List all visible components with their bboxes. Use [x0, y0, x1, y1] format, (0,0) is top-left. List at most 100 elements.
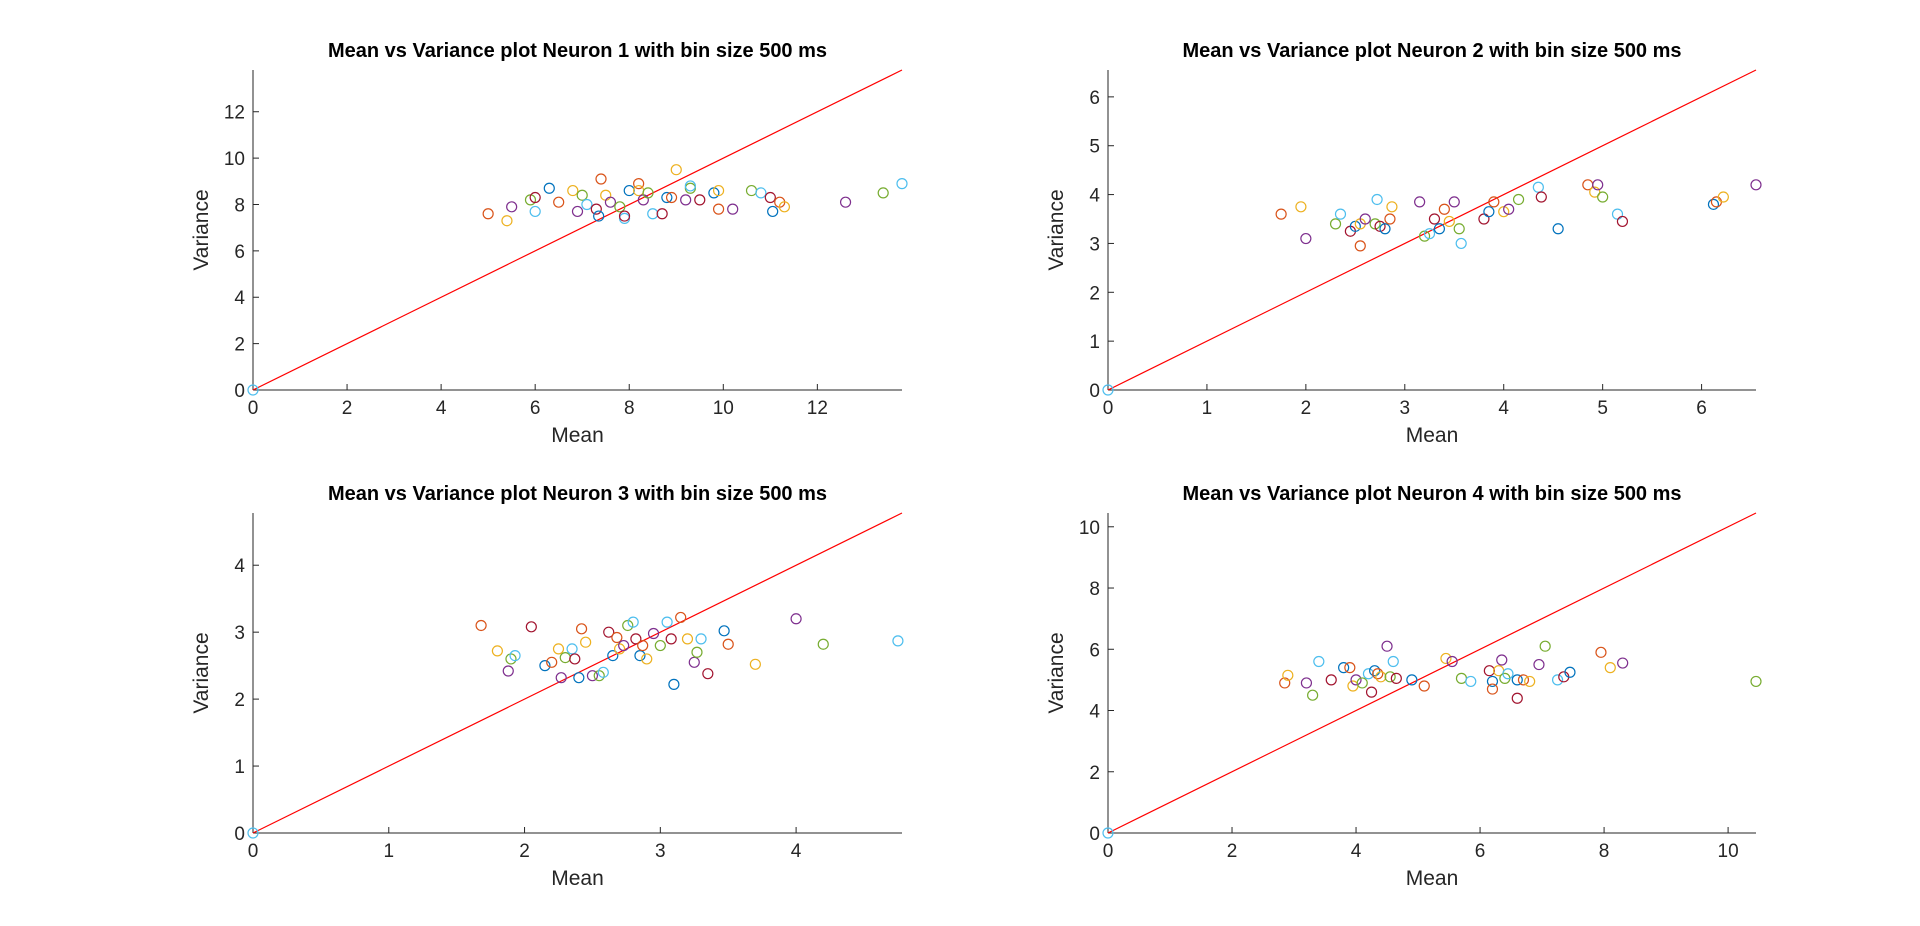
data-point	[1503, 203, 1515, 215]
data-point	[1387, 655, 1399, 668]
x-axis-label: Mean	[1406, 867, 1459, 890]
reference-line	[1107, 512, 1757, 834]
x-tick-label: 0	[248, 398, 259, 419]
chart-title: Mean vs Variance plot Neuron 4 with bin …	[1182, 483, 1681, 505]
data-point	[546, 656, 558, 668]
data-point	[1390, 672, 1402, 684]
y-tick-label: 4	[234, 288, 245, 309]
data-point	[618, 639, 630, 652]
data-point	[573, 672, 585, 684]
data-point	[1354, 240, 1366, 252]
data-point	[1379, 223, 1391, 235]
data-point	[543, 182, 555, 194]
data-point	[607, 649, 619, 662]
data-point	[571, 205, 584, 218]
data-point	[767, 205, 779, 218]
data-point	[1440, 652, 1452, 665]
data-point	[661, 616, 673, 628]
data-point	[681, 633, 694, 645]
data-point	[1512, 193, 1525, 206]
data-point	[1707, 198, 1720, 210]
data-point	[668, 678, 680, 690]
x-axis-label: Mean	[551, 867, 604, 890]
x-tick-label: 2	[519, 841, 530, 862]
y-tick-label: 0	[1089, 824, 1100, 845]
x-tick-label: 2	[1301, 398, 1312, 419]
data-point	[712, 203, 725, 215]
data-point	[694, 194, 706, 206]
data-point	[529, 205, 541, 218]
data-point	[712, 184, 725, 197]
y-tick-label: 10	[1079, 518, 1100, 539]
data-point	[1455, 237, 1467, 250]
data-point	[475, 619, 487, 632]
data-point	[702, 668, 714, 680]
data-point	[1418, 680, 1430, 692]
data-point	[622, 619, 634, 632]
y-tick-label: 1	[1089, 332, 1100, 353]
y-tick-label: 1	[234, 757, 245, 778]
y-tick-label: 3	[1089, 234, 1100, 255]
data-point	[1511, 692, 1523, 704]
y-tick-label: 3	[234, 623, 245, 644]
data-point	[1347, 680, 1359, 692]
data-point	[749, 658, 761, 670]
data-point	[1465, 675, 1477, 688]
data-point	[552, 643, 565, 655]
y-tick-label: 0	[1089, 381, 1100, 402]
data-point	[1362, 668, 1375, 680]
data-point	[1535, 191, 1547, 203]
data-point	[586, 670, 599, 682]
data-point	[790, 613, 802, 625]
x-tick-label: 2	[1227, 841, 1238, 862]
data-point	[1483, 206, 1495, 218]
y-axis-label: Variance	[1045, 189, 1068, 270]
data-point	[1279, 677, 1291, 689]
data-point	[1372, 668, 1384, 680]
data-point	[553, 196, 565, 208]
data-point	[839, 196, 852, 208]
data-point	[575, 623, 588, 635]
data-point	[727, 203, 739, 215]
data-point	[618, 210, 631, 222]
y-tick-label: 6	[234, 242, 245, 263]
data-point	[1446, 655, 1458, 668]
chart-title: Mean vs Variance plot Neuron 1 with bin …	[328, 40, 827, 62]
data-point	[656, 208, 668, 220]
data-point	[566, 643, 578, 655]
subplot-neuron-1: Mean vs Variance plot Neuron 1 with bin …	[190, 40, 908, 447]
y-tick-label: 2	[1089, 283, 1100, 304]
data-point	[1102, 827, 1114, 839]
data-point	[688, 656, 700, 668]
x-tick-label: 10	[713, 398, 734, 419]
data-point	[614, 201, 626, 213]
data-point	[1616, 215, 1629, 228]
y-tick-label: 8	[234, 195, 245, 216]
data-point	[611, 631, 623, 644]
data-point	[1384, 213, 1396, 225]
data-point	[665, 191, 678, 204]
data-point	[502, 665, 514, 677]
data-point	[1334, 208, 1347, 220]
data-point	[764, 191, 776, 204]
data-point	[509, 649, 521, 662]
x-tick-label: 8	[624, 398, 635, 419]
data-point	[1365, 686, 1378, 698]
data-point	[1423, 228, 1436, 240]
data-point	[1595, 646, 1607, 658]
x-tick-label: 2	[342, 398, 353, 419]
data-point	[1307, 689, 1319, 701]
x-tick-label: 5	[1597, 398, 1608, 419]
x-tick-label: 10	[1718, 841, 1739, 862]
data-point	[817, 638, 829, 650]
data-point	[695, 633, 707, 645]
data-point	[665, 633, 677, 645]
data-point	[567, 184, 579, 197]
data-point	[654, 639, 666, 652]
data-point	[1533, 658, 1545, 671]
y-tick-label: 4	[234, 556, 245, 577]
data-point	[1386, 201, 1398, 213]
data-point	[1486, 683, 1499, 695]
data-point	[600, 189, 612, 201]
